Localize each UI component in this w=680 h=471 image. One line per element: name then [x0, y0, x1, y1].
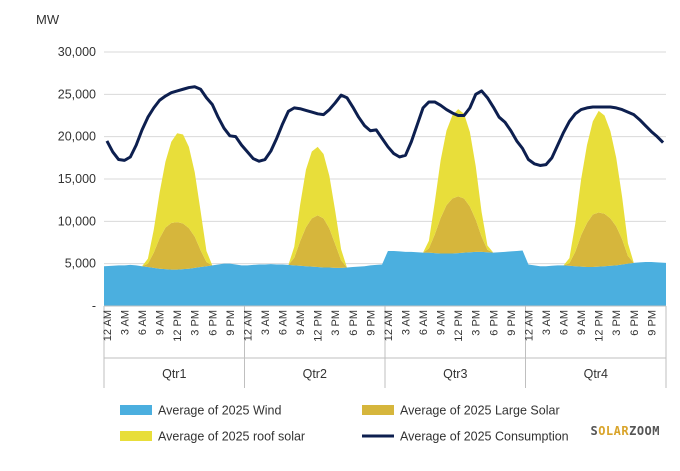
x-tick-label: 3 AM: [260, 310, 272, 335]
group-label: Qtr2: [303, 367, 327, 381]
y-tick-label: 30,000: [58, 45, 96, 59]
x-tick-label: 12 PM: [313, 310, 325, 342]
x-tick-label: 9 PM: [506, 310, 518, 336]
legend-swatch: [120, 431, 152, 441]
y-tick-label: 10,000: [58, 214, 96, 228]
x-tick-label: 3 PM: [190, 310, 202, 336]
x-tick-label: 6 AM: [137, 310, 149, 335]
stacked-areas: [104, 109, 666, 306]
x-tick-label: 12 PM: [594, 310, 606, 342]
x-tick-label: 6 PM: [348, 310, 360, 336]
x-tick-label: 9 AM: [576, 310, 588, 335]
y-axis-label: MW: [36, 12, 60, 27]
x-tick-label: 9 PM: [365, 310, 377, 336]
watermark-part-a: S: [590, 424, 599, 438]
x-tick-label: 12 AM: [242, 310, 254, 341]
area-series: [104, 250, 666, 306]
x-tick-label: 3 PM: [611, 310, 623, 336]
x-tick-label: 12 AM: [102, 310, 114, 341]
watermark: SOLARZOOM: [590, 424, 660, 438]
x-tick-label: 6 PM: [629, 310, 641, 336]
line-series: [105, 85, 665, 167]
watermark-part-c: ZOOM: [629, 424, 660, 438]
legend-label: Average of 2025 Wind: [158, 404, 282, 418]
x-tick-label: 9 PM: [225, 310, 237, 336]
x-tick-label: 6 AM: [559, 310, 571, 335]
x-tick-label: 12 AM: [383, 310, 395, 341]
legend: Average of 2025 Wind Average of 2025 Larg…: [120, 404, 569, 444]
legend-swatch: [120, 405, 152, 415]
y-tick-label: 20,000: [58, 130, 96, 144]
x-tick-label: 3 AM: [119, 310, 131, 335]
x-tick-label: 9 PM: [646, 310, 658, 336]
x-tick-label: 3 AM: [400, 310, 412, 335]
x-tick-label: 12 PM: [172, 310, 184, 342]
x-tick-label: 9 AM: [436, 310, 448, 335]
group-label: Qtr4: [584, 367, 608, 381]
x-tick-label: 6 AM: [278, 310, 290, 335]
legend-swatch: [362, 405, 394, 415]
area-series: [104, 196, 666, 270]
x-tick-label: 3 PM: [471, 310, 483, 336]
group-label: Qtr1: [162, 367, 186, 381]
axes: - 5,000 10,000 15,000 20,000 25,000 30,000 12 A…: [58, 45, 667, 388]
consumption-line-layer: [105, 85, 665, 167]
legend-label: Average of 2025 Large Solar: [400, 404, 560, 418]
x-tick-label: 9 AM: [295, 310, 307, 335]
legend-label: Average of 2025 roof solar: [158, 430, 305, 444]
y-tick-label: 5,000: [65, 257, 96, 271]
x-tick-label: 12 AM: [523, 310, 535, 341]
x-tick-label: 3 AM: [541, 310, 553, 335]
legend-label: Average of 2025 Consumption: [400, 430, 569, 444]
y-tick-label: -: [92, 299, 96, 313]
y-tick-label: 25,000: [58, 87, 96, 101]
watermark-part-b: OLAR: [598, 424, 630, 438]
x-tick-label: 6 PM: [488, 310, 500, 336]
y-tick-label: 15,000: [58, 172, 96, 186]
x-tick-label: 6 PM: [207, 310, 219, 336]
x-tick-label: 9 AM: [155, 310, 167, 335]
x-tick-label: 3 PM: [330, 310, 342, 336]
x-tick-label: 6 AM: [418, 310, 430, 335]
group-label: Qtr3: [443, 367, 467, 381]
x-tick-label: 12 PM: [453, 310, 465, 342]
